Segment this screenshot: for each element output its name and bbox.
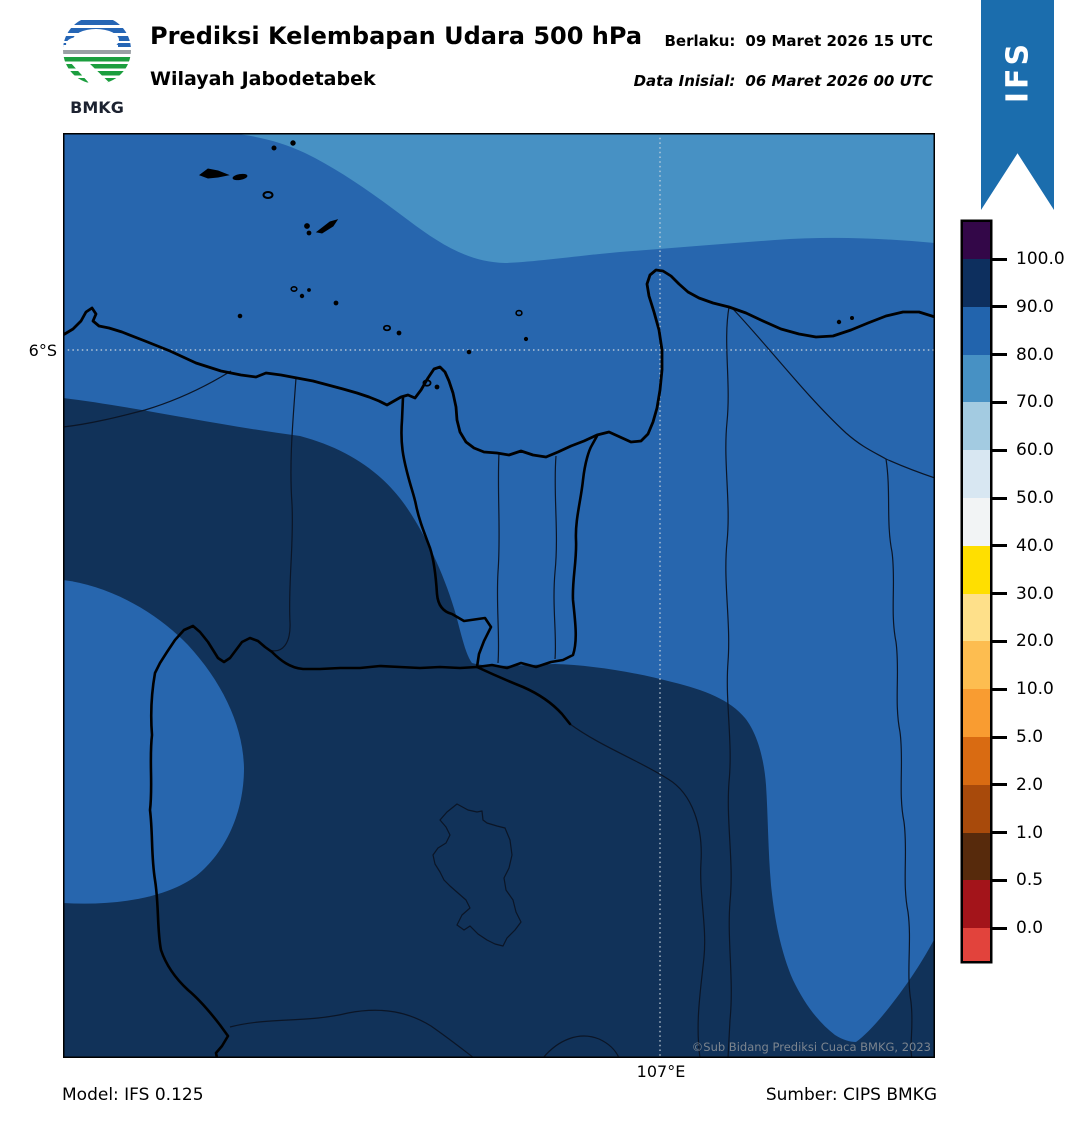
page-title: Prediksi Kelembapan Udara 500 hPa	[150, 22, 643, 50]
model-ribbon: IFS	[981, 0, 1054, 210]
colorbar-tick	[990, 926, 1007, 930]
coastline-java	[61, 268, 937, 459]
map-fill-rh-80-90-pocket	[63, 580, 244, 904]
valid-time: Berlaku: 09 Maret 2026 15 UTC	[513, 32, 933, 50]
colorbar-tick-label: 60.0	[1016, 440, 1054, 461]
copyright-watermark: ©Sub Bidang Prediksi Cuaca BMKG, 2023	[691, 1040, 931, 1054]
colorbar-tick	[990, 687, 1007, 691]
colorbar-tick-label: 70.0	[1016, 392, 1054, 413]
colorbar-segment	[963, 880, 990, 929]
colorbar-segment	[963, 354, 990, 403]
colorbar-segment	[963, 450, 990, 498]
islands	[198, 140, 854, 390]
boundary-province-southeast	[475, 665, 572, 726]
colorbar-tick-label: 0.0	[1016, 918, 1044, 939]
colorbar-segment	[963, 689, 990, 737]
colorbar-segment	[963, 593, 990, 642]
x-axis-tick-label: 107°E	[636, 1062, 686, 1081]
page-subtitle: Wilayah Jabodetabek	[150, 68, 376, 90]
colorbar-tick-label: 5.0	[1016, 727, 1044, 747]
colorbar-tick-label: 40.0	[1016, 535, 1054, 556]
colorbar-segment	[963, 736, 990, 785]
boundary-dki-jakarta	[400, 395, 599, 670]
colorbar-tick	[990, 878, 1007, 882]
graticule	[63, 133, 935, 1058]
colorbar-tick-label: 10.0	[1016, 679, 1054, 700]
colorbar-tick-label: 1.0	[1016, 822, 1044, 843]
colorbar-tick	[990, 544, 1007, 548]
colorbar-tick	[990, 448, 1007, 452]
forecast-map	[61, 131, 937, 1060]
colorbar-tick-label: 50.0	[1016, 488, 1054, 508]
boundary-province-west	[148, 624, 479, 1060]
initial-data-time: Data Inisial: 06 Maret 2026 00 UTC	[513, 72, 933, 90]
colorbar-tick	[990, 305, 1007, 309]
colorbar-tick	[990, 496, 1007, 500]
colorbar-segment	[963, 641, 990, 690]
colorbar-tick-label: 20.0	[1016, 631, 1054, 652]
colorbar-tick	[990, 400, 1007, 404]
colorbar-tick-label: 80.0	[1016, 344, 1054, 365]
admin-boundaries-thick	[148, 395, 599, 1060]
initial-data-value: 06 Maret 2026 00 UTC	[745, 72, 933, 90]
colorbar-tick-label: 30.0	[1016, 583, 1054, 604]
colorbar-tick	[990, 735, 1007, 739]
colorbar-segment	[963, 832, 990, 881]
bmkg-logo-icon	[63, 16, 131, 84]
map-fill-rh-70-80	[228, 133, 935, 263]
data-source: Sumber: CIPS BMKG	[765, 1085, 937, 1105]
model-info: Model: IFS 0.125	[62, 1085, 204, 1105]
y-axis-tick-label: 6°S	[28, 341, 57, 360]
admin-boundaries-thin	[62, 306, 936, 1059]
valid-time-label: Berlaku:	[664, 32, 736, 50]
bmkg-logo-text: BMKG	[70, 98, 124, 117]
valid-time-value: 09 Maret 2026 15 UTC	[745, 32, 933, 50]
colorbar-tick	[990, 257, 1007, 261]
colorbar-tick	[990, 783, 1007, 787]
colorbar-segment	[963, 545, 990, 594]
colorbar-segment	[963, 784, 990, 833]
colorbar-segment	[963, 259, 990, 307]
colorbar-tick-label: 2.0	[1016, 774, 1044, 795]
colorbar: 100.0 90.0 80.0 70.0 60.0 50.0 40.0 30.0 20.0 10.…	[963, 222, 1081, 967]
colorbar-tick	[990, 592, 1007, 596]
colorbar-segment	[963, 402, 990, 451]
colorbar-tick	[990, 353, 1007, 357]
colorbar-tick-label: 100.0	[1016, 249, 1065, 269]
colorbar-bar	[963, 222, 990, 962]
colorbar-segment	[963, 928, 990, 962]
colorbar-segment	[963, 497, 990, 546]
initial-data-label: Data Inisial:	[633, 72, 736, 90]
colorbar-tick	[990, 639, 1007, 643]
model-ribbon-label: IFS	[1000, 40, 1035, 104]
colorbar-tick	[990, 831, 1007, 835]
colorbar-tick-label: 0.5	[1016, 870, 1044, 891]
colorbar-segment	[963, 222, 990, 259]
colorbar-segment	[963, 306, 990, 355]
bmkg-logo: BMKG	[63, 16, 131, 117]
map-fill-rh-90-100	[63, 398, 935, 1058]
colorbar-tick-label: 90.0	[1016, 296, 1054, 317]
